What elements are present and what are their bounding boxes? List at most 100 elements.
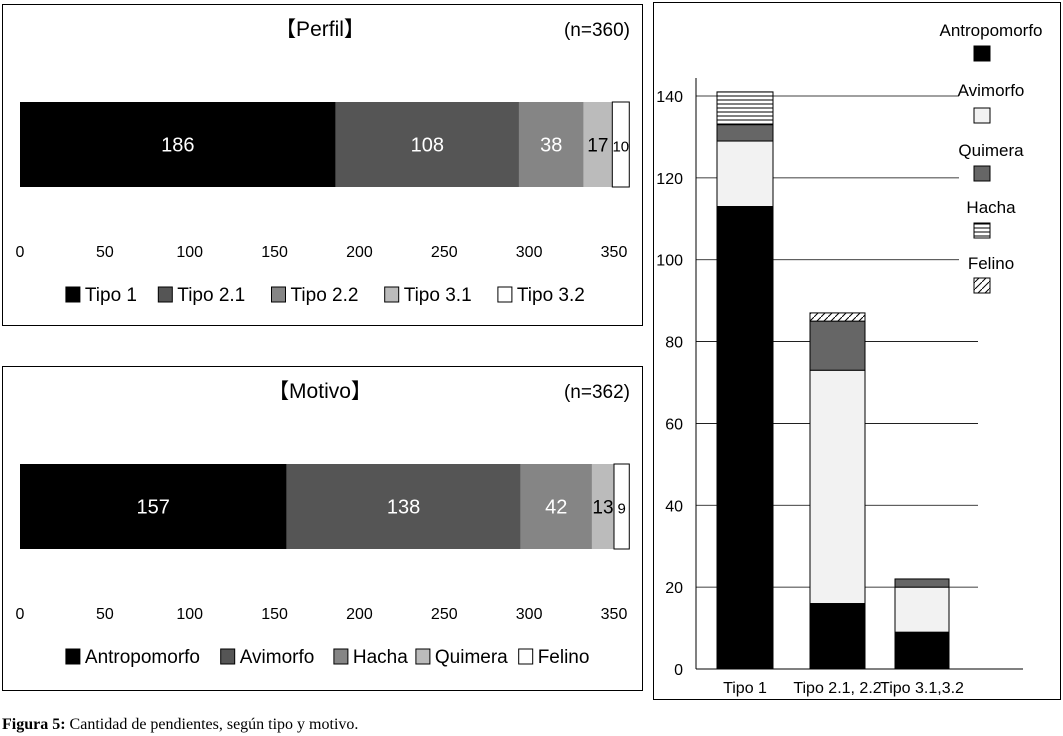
data-label: 186 <box>161 135 194 157</box>
legend-swatch <box>973 107 991 124</box>
legend-label: Tipo 3.1 <box>404 285 472 306</box>
y-tick-label: 140 <box>656 89 683 106</box>
y-tick-label: 40 <box>665 498 683 515</box>
column-segment <box>809 320 866 371</box>
column-segment <box>716 206 774 670</box>
x-category-label: Tipo 1 <box>723 680 767 697</box>
column-segment <box>716 140 774 208</box>
perfil-chart-panel: 【Perfil】 (n=360) 186 108 38 17 10 0 50 100 150 200 2… <box>2 4 643 326</box>
bar-segment <box>613 463 630 550</box>
column-segment <box>716 91 774 126</box>
x-category-label: Tipo 2.1, 2.2 <box>793 680 881 697</box>
x-tick-label: 250 <box>431 244 458 261</box>
x-tick-label: 0 <box>16 244 25 261</box>
legend-label: Felino <box>538 647 590 668</box>
y-tick-label: 80 <box>665 335 683 352</box>
legend-swatch <box>65 648 81 665</box>
bar-segment <box>591 464 614 549</box>
bar-segment <box>20 464 287 549</box>
legend-swatch <box>157 286 173 303</box>
y-tick-label: 20 <box>665 580 683 597</box>
legend-swatch <box>415 648 431 665</box>
x-tick-label: 200 <box>346 606 373 623</box>
legend-label: Avimorfo <box>240 647 315 668</box>
column-segment <box>809 369 866 605</box>
legend-swatch <box>65 286 81 303</box>
caption-text: Cantidad de pendientes, según tipo y mot… <box>65 716 359 733</box>
column-segment <box>809 312 866 322</box>
hbar-chart-svg: 【Motivo】 (n=362) 157 138 42 13 9 0 50 100 150 200 25… <box>2 366 643 691</box>
hbar-chart-svg: 【Perfil】 (n=360)186 108 38 17 100 50 100 150 200 2… <box>2 4 643 326</box>
legend-swatch <box>497 286 513 303</box>
x-tick-label: 350 <box>601 244 628 261</box>
bar-segment <box>518 102 584 187</box>
chart-title: 【Motivo】 <box>268 380 372 403</box>
bar-segment <box>20 102 336 187</box>
legend-swatch <box>973 165 991 182</box>
legend-label: Antropomorfo <box>85 647 200 668</box>
data-label: 9 <box>617 501 625 518</box>
x-tick-label: 300 <box>516 244 543 261</box>
caption-label: Figura 5: <box>2 716 66 733</box>
x-tick-label: 150 <box>261 244 288 261</box>
legend-swatch <box>271 286 286 303</box>
legend-swatch <box>333 648 349 665</box>
x-tick-label: 350 <box>601 606 628 623</box>
x-tick-label: 200 <box>346 244 373 261</box>
x-tick-label: 300 <box>516 606 543 623</box>
data-label: 138 <box>387 497 420 519</box>
chart-title: 【Perfil】 <box>275 18 365 41</box>
bar-segment <box>611 101 630 188</box>
legend-label: Tipo 3.2 <box>517 285 585 306</box>
bar-segment <box>286 464 521 549</box>
x-tick-label: 50 <box>96 244 114 261</box>
legend-swatch <box>384 286 400 303</box>
legend-swatch <box>973 222 991 239</box>
legend-label: Tipo 1 <box>85 285 137 306</box>
y-tick-label: 120 <box>656 171 683 188</box>
legend-label: Tipo 2.2 <box>291 285 359 306</box>
legend-label: Avimorfo <box>958 81 1025 100</box>
stacked-column-svg: 0 20 40 60 80 100 120 140 Tipo 1 Tipo 2.1, 2.2Tip… <box>653 2 1061 700</box>
bar-segment <box>520 464 592 549</box>
legend-label: Quimera <box>958 141 1024 160</box>
x-tick-label: 250 <box>431 606 458 623</box>
bar-segment <box>583 102 613 187</box>
x-tick-label: 100 <box>176 606 203 623</box>
legend-label: Felino <box>968 254 1014 273</box>
legend-label: Tipo 2.1 <box>177 285 245 306</box>
legend-swatch <box>518 648 534 665</box>
chart-subtitle: (n=360) <box>564 20 630 41</box>
y-tick-label: 0 <box>674 662 683 679</box>
column-segment <box>894 578 950 588</box>
x-tick-label: 0 <box>16 606 25 623</box>
column-segment <box>894 586 950 633</box>
x-tick-label: 100 <box>176 244 203 261</box>
motivo-chart-panel: 【Motivo】 (n=362) 157 138 42 13 9 0 50 100 150 200 25… <box>2 366 643 691</box>
legend-label: Hacha <box>353 647 408 668</box>
column-segment <box>894 631 950 670</box>
column-segment <box>809 603 866 670</box>
data-label: 108 <box>411 135 444 157</box>
figure-caption: Figura 5: Cantidad de pendientes, según … <box>2 716 358 734</box>
y-tick-label: 60 <box>665 416 683 433</box>
legend-label: Quimera <box>435 647 508 668</box>
stacked-column-chart-panel: 0 20 40 60 80 100 120 140 Tipo 1 Tipo 2.1, 2.2 Tip… <box>653 2 1061 700</box>
data-label: 157 <box>137 497 170 519</box>
chart-subtitle: (n=362) <box>564 382 630 403</box>
y-tick-label: 100 <box>656 253 683 270</box>
legend-swatch <box>220 648 236 665</box>
x-category-label: Tipo 3.1,3.2 <box>880 680 964 697</box>
data-label: 38 <box>540 135 562 157</box>
data-label: 17 <box>587 136 608 157</box>
legend-swatch <box>973 45 991 62</box>
data-label: 42 <box>545 497 567 519</box>
bar-segment <box>335 102 519 187</box>
x-tick-label: 50 <box>96 606 114 623</box>
legend-swatch <box>973 277 991 294</box>
legend-label: Hacha <box>966 198 1016 217</box>
x-tick-label: 150 <box>261 606 288 623</box>
column-segment <box>716 124 774 142</box>
data-label: 10 <box>612 139 629 156</box>
data-label: 13 <box>592 498 613 519</box>
